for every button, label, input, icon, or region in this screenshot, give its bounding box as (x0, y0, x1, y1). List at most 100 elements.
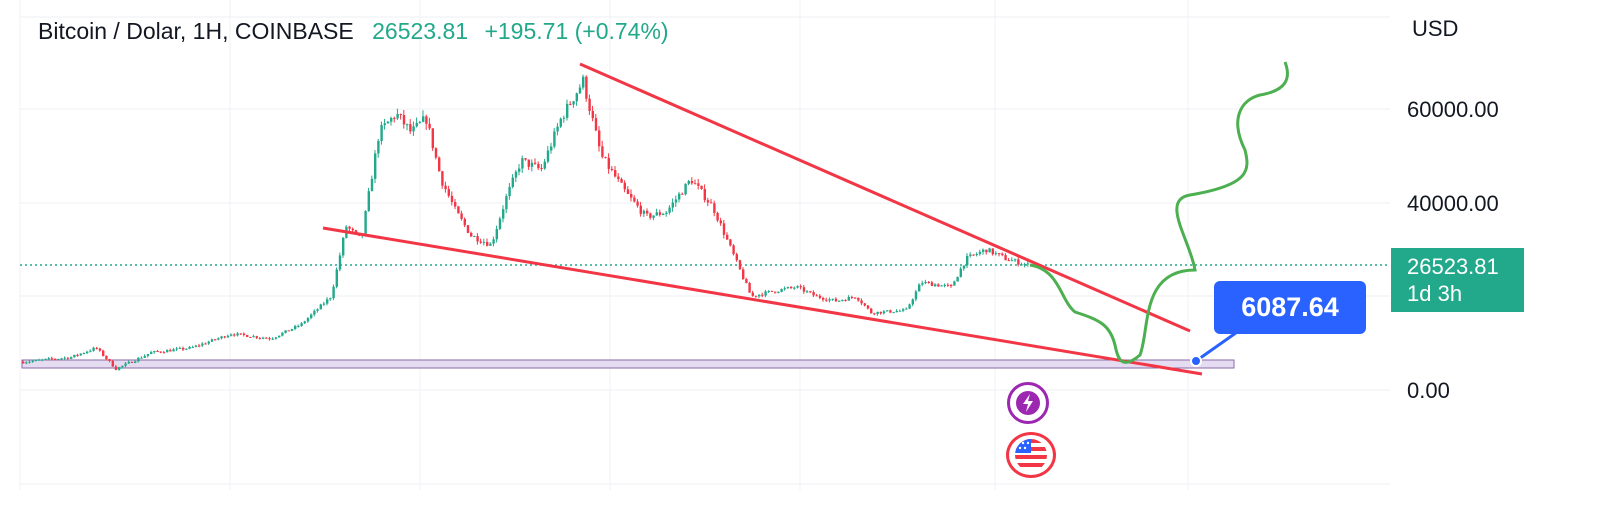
candle-142 (476, 236, 479, 242)
candle-117 (396, 114, 399, 119)
lightning-icon[interactable] (1007, 382, 1049, 424)
candle-224 (738, 260, 742, 270)
candle-110 (374, 153, 377, 179)
candle-16 (73, 354, 76, 358)
candle-296 (969, 254, 972, 256)
candle-128 (431, 128, 434, 149)
candle-260 (854, 297, 857, 299)
candle-306 (1001, 253, 1004, 256)
candle-170 (566, 103, 569, 118)
candle-49 (178, 347, 182, 349)
candle-211 (697, 183, 700, 186)
candle-19 (82, 353, 86, 355)
last-price-value: 26523.81 (372, 18, 469, 44)
candle-194 (642, 210, 646, 214)
candle-62 (220, 336, 223, 339)
candle-206 (681, 193, 684, 195)
candle-89 (306, 318, 310, 322)
candle-83 (287, 330, 290, 332)
candle-79 (274, 337, 278, 339)
candle-58 (207, 341, 210, 344)
candle-38 (143, 355, 146, 358)
candle-169 (562, 117, 566, 119)
candle-160 (534, 162, 537, 164)
candle-98 (335, 269, 338, 287)
candle-307 (1004, 255, 1007, 261)
currency-label: USD (1412, 16, 1459, 41)
candle-230 (758, 294, 761, 297)
candle-177 (588, 98, 591, 111)
candle-247 (812, 292, 815, 296)
candle-172 (572, 101, 575, 105)
candle-41 (153, 351, 156, 353)
candle-156 (521, 158, 524, 169)
candle-22 (92, 347, 95, 351)
candle-75 (262, 337, 265, 339)
candle-261 (857, 297, 860, 301)
price-callout[interactable]: 6087.64 (1214, 281, 1366, 334)
candle-216 (713, 203, 716, 213)
candle-37 (140, 357, 143, 359)
candle-201 (665, 212, 668, 215)
candle-14 (66, 357, 70, 359)
projection-path[interactable] (1029, 61, 1289, 364)
candle-193 (639, 205, 642, 214)
candle-150 (502, 209, 505, 219)
candle-175 (582, 76, 585, 88)
candle-68 (239, 333, 242, 335)
candle-241 (793, 287, 796, 289)
candle-78 (271, 338, 274, 340)
candle-25 (102, 350, 105, 356)
candle-220 (726, 234, 729, 240)
candle-285 (934, 284, 937, 287)
lower-trendline[interactable] (322, 226, 1203, 376)
candle-228 (751, 292, 754, 296)
candle-59 (210, 339, 214, 342)
candle-313 (1023, 264, 1026, 266)
candle-244 (802, 287, 806, 292)
candle-90 (310, 314, 313, 319)
candle-13 (63, 357, 66, 359)
candle-24 (98, 348, 102, 351)
candle-94 (322, 303, 326, 305)
upper-trendline[interactable] (579, 62, 1191, 333)
candle-284 (930, 282, 934, 287)
candle-148 (495, 228, 498, 240)
candle-245 (806, 291, 809, 293)
candle-173 (575, 93, 578, 102)
candle-239 (786, 287, 790, 289)
candle-132 (444, 185, 447, 190)
candle-86 (297, 325, 300, 327)
candle-99 (338, 255, 342, 270)
candle-123 (415, 122, 418, 127)
candle-149 (498, 218, 502, 229)
candle-168 (559, 118, 562, 127)
candle-299 (978, 251, 982, 255)
candle-204 (674, 199, 678, 203)
candle-36 (137, 357, 140, 362)
candle-176 (585, 76, 588, 99)
callout-anchor[interactable] (1190, 355, 1202, 367)
candle-31 (121, 365, 124, 368)
candle-18 (79, 353, 82, 356)
candle-179 (594, 118, 598, 131)
candle-166 (553, 131, 556, 147)
candle-196 (649, 213, 652, 218)
candle-43 (159, 351, 162, 353)
candle-23 (95, 347, 98, 349)
candle-210 (694, 183, 697, 185)
candle-146 (489, 243, 492, 246)
candle-246 (809, 291, 812, 293)
candle-277 (908, 304, 911, 309)
support-zone (21, 359, 1235, 369)
candle-116 (393, 117, 396, 119)
candle-152 (508, 186, 511, 197)
candle-191 (633, 197, 636, 202)
candle-8 (47, 358, 50, 360)
candle-192 (636, 201, 639, 206)
candle-202 (668, 207, 671, 213)
candle-140 (470, 232, 473, 237)
us-flag-icon[interactable] (1006, 432, 1056, 478)
candle-242 (796, 286, 799, 288)
